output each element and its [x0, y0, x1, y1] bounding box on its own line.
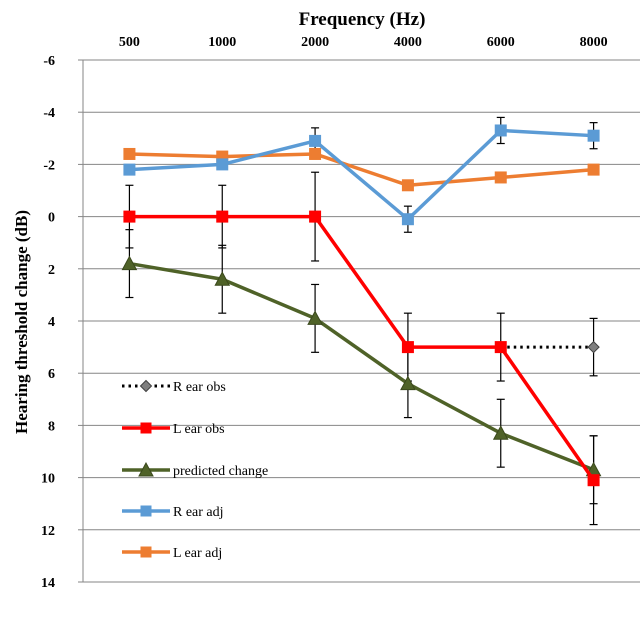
data-point — [123, 163, 136, 176]
y-tick-label: 8 — [48, 419, 55, 434]
y-tick-labels: -6 -4 -2 0 2 4 6 8 10 12 14 — [41, 54, 55, 591]
x-axis-label: Frequency (Hz) — [299, 9, 426, 30]
legend-entry: L ear obs — [122, 422, 225, 437]
y-tick-label: 0 — [48, 211, 55, 226]
data-point — [140, 546, 152, 558]
data-point — [307, 310, 323, 325]
data-point — [494, 124, 507, 137]
y-axis-label: Hearing threshold change (dB) — [12, 210, 31, 434]
data-point — [123, 147, 136, 160]
data-point — [123, 210, 136, 223]
axes — [78, 59, 84, 583]
legend-entry: R ear adj — [122, 505, 224, 520]
series-r-ear-adj — [123, 124, 600, 226]
x-tick-label: 1000 — [208, 35, 236, 50]
data-point — [494, 341, 507, 354]
data-point — [140, 422, 152, 434]
legend-label: predicted change — [173, 464, 268, 479]
legend-entry: R ear obs — [122, 379, 226, 395]
y-tick-label: 6 — [48, 367, 55, 382]
series-line — [129, 214, 596, 482]
data-point — [138, 461, 154, 477]
data-point — [121, 255, 138, 271]
legend-label: L ear obs — [173, 422, 225, 437]
data-point — [140, 505, 152, 517]
grid — [83, 59, 640, 583]
legend-label: R ear obs — [173, 380, 226, 395]
data-point — [492, 425, 509, 440]
y-tick-label: -2 — [43, 158, 55, 173]
series-line — [129, 152, 594, 188]
data-point — [216, 210, 229, 223]
x-tick-label: 4000 — [394, 35, 422, 50]
y-tick-label: 14 — [41, 576, 55, 591]
y-tick-label: 4 — [48, 315, 55, 330]
data-point — [309, 134, 322, 147]
data-point — [401, 213, 414, 226]
data-point — [587, 474, 600, 487]
y-tick-label: -4 — [43, 106, 55, 121]
data-point — [309, 210, 322, 223]
series-group — [121, 124, 602, 487]
y-tick-label: 2 — [48, 263, 55, 278]
x-tick-label: 6000 — [487, 35, 515, 50]
data-point — [214, 271, 231, 286]
series-l-ear-obs — [123, 210, 600, 487]
data-point — [401, 179, 414, 192]
data-point — [309, 147, 322, 160]
series-predicted-change — [121, 255, 602, 477]
y-tick-label: -6 — [43, 54, 55, 69]
series-line — [129, 261, 595, 472]
data-point — [587, 163, 600, 176]
legend-label: L ear adj — [173, 546, 222, 561]
x-tick-labels: 500 1000 2000 4000 6000 8000 — [119, 35, 608, 50]
x-tick-label: 2000 — [301, 35, 329, 50]
x-tick-label: 500 — [119, 35, 140, 50]
legend: R ear obs L ear obs predicted change R ear … — [122, 379, 268, 561]
data-point — [494, 171, 507, 184]
legend-entry: predicted change — [122, 461, 268, 479]
data-point — [139, 379, 153, 393]
y-tick-label: 12 — [41, 524, 55, 539]
legend-entry: L ear adj — [122, 546, 222, 561]
data-point — [216, 158, 229, 171]
y-tick-label: 10 — [41, 472, 55, 487]
data-point — [401, 341, 414, 354]
data-point — [587, 340, 600, 354]
legend-label: R ear adj — [173, 505, 224, 520]
data-point — [587, 129, 600, 142]
x-tick-label: 8000 — [580, 35, 608, 50]
data-point — [400, 375, 416, 391]
series-line — [129, 128, 594, 221]
